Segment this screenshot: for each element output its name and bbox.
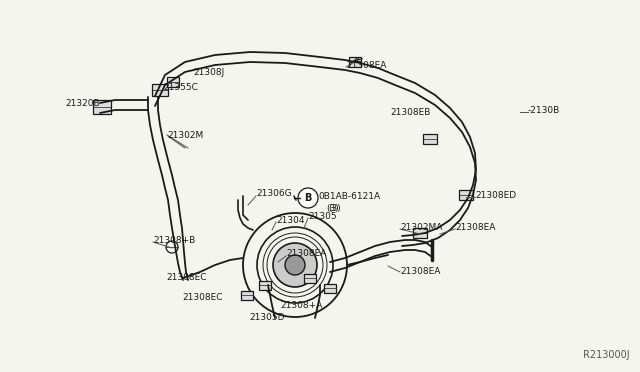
Text: (3): (3): [328, 203, 340, 212]
Bar: [167, 77, 179, 87]
Text: 21305: 21305: [308, 212, 337, 221]
Text: 21308EC: 21308EC: [166, 273, 207, 282]
Bar: [241, 291, 253, 299]
Bar: [259, 280, 271, 289]
Circle shape: [298, 188, 318, 208]
Text: 21308+B: 21308+B: [153, 235, 195, 244]
Text: 21308EA: 21308EA: [400, 267, 440, 276]
Text: (3): (3): [326, 203, 339, 212]
Bar: [423, 134, 437, 144]
Text: 21320B: 21320B: [65, 99, 100, 108]
Bar: [304, 273, 316, 282]
Bar: [413, 228, 427, 238]
Text: 21302MA: 21302MA: [400, 222, 442, 231]
Text: 21308EA: 21308EA: [286, 250, 326, 259]
Text: 21355C: 21355C: [163, 83, 198, 92]
Text: 21308+A: 21308+A: [280, 301, 323, 310]
Bar: [324, 283, 336, 292]
Bar: [93, 100, 111, 114]
Text: 21308ED: 21308ED: [475, 190, 516, 199]
Circle shape: [273, 243, 317, 287]
Text: 21308EC: 21308EC: [182, 294, 223, 302]
Text: 21302M: 21302M: [167, 131, 204, 140]
Text: 21308EA: 21308EA: [455, 222, 495, 231]
Text: 21308EB: 21308EB: [390, 108, 430, 116]
Text: R213000J: R213000J: [584, 350, 630, 360]
Text: 21308J: 21308J: [193, 67, 224, 77]
Text: 0B1AB-6121A: 0B1AB-6121A: [318, 192, 380, 201]
Text: B: B: [304, 193, 312, 203]
Text: 21304: 21304: [276, 215, 305, 224]
Text: 21306G: 21306G: [256, 189, 292, 198]
Bar: [459, 190, 473, 200]
Text: 21308EA: 21308EA: [346, 61, 387, 70]
Bar: [349, 57, 361, 67]
Circle shape: [285, 255, 305, 275]
Bar: [152, 84, 168, 96]
Text: -2130B: -2130B: [528, 106, 560, 115]
Text: 21305D: 21305D: [249, 314, 285, 323]
